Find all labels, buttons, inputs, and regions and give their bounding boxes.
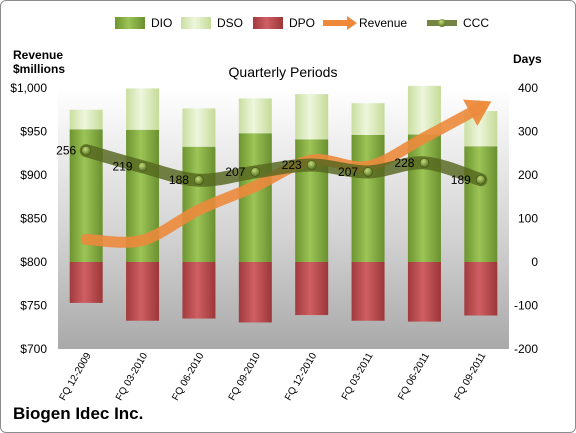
left-tick-label: $850 <box>20 212 47 226</box>
dpo-bar <box>238 262 272 323</box>
x-tick-label: FQ 03-2010 <box>114 351 150 403</box>
ccc-data-label: 207 <box>225 165 245 179</box>
dpo-bar <box>69 262 103 303</box>
ccc-marker <box>476 174 486 185</box>
ccc-series: 256 219 188 207 223 207 228 189 <box>56 144 488 187</box>
left-axis-label-line2: $millions <box>13 62 65 76</box>
dso-bar <box>238 98 272 134</box>
dio-bar <box>464 146 498 262</box>
legend: DIO DSO DPO Revenue CCC <box>115 16 489 30</box>
left-tick-label: $700 <box>20 342 47 356</box>
dpo-bar <box>464 262 498 316</box>
ccc-marker <box>194 175 204 186</box>
ccc-marker <box>419 158 430 168</box>
dso-bar <box>182 108 216 147</box>
left-tick-label: $950 <box>20 125 47 139</box>
x-axis: FQ 12-2009 FQ 03-2010 FQ 06-2010 FQ 09-2010… <box>58 351 489 403</box>
dso-bar <box>295 94 329 140</box>
dpo-bar <box>126 262 160 321</box>
right-tick-label: 200 <box>518 168 538 182</box>
legend-label-dso: DSO <box>217 16 243 30</box>
ccc-data-label: 228 <box>394 156 414 170</box>
left-tick-label: $800 <box>20 255 47 269</box>
left-tick-label: $1,000 <box>10 81 47 95</box>
x-tick-label: FQ 06-2010 <box>170 351 206 403</box>
right-tick-label: -100 <box>514 299 538 313</box>
x-tick-label: FQ 09-2011 <box>453 351 489 402</box>
ccc-marker <box>306 160 317 170</box>
right-axis: -200 -100 0 100 200 300 400 <box>514 81 538 356</box>
right-tick-label: 300 <box>518 125 538 139</box>
legend-label-dpo: DPO <box>289 16 315 30</box>
company-name: Biogen Idec Inc. <box>13 404 144 423</box>
dpo-bar <box>295 262 329 316</box>
ccc-marker <box>137 161 148 172</box>
left-tick-label: $900 <box>20 168 47 182</box>
x-tick-label: FQ 06-2011 <box>396 351 432 402</box>
dio-bar <box>351 134 385 262</box>
ccc-marker <box>363 167 373 177</box>
dpo-bar <box>351 262 385 321</box>
legend-label-ccc: CCC <box>463 16 489 30</box>
ccc-data-label: 188 <box>169 173 189 187</box>
ccc-data-label: 256 <box>56 144 76 158</box>
ccc-data-label: 189 <box>451 173 471 187</box>
right-tick-label: 400 <box>518 81 538 95</box>
x-tick-label: FQ 12-2010 <box>283 351 319 403</box>
ccc-marker <box>250 167 261 177</box>
left-axis-label-line1: Revenue <box>13 48 63 62</box>
dso-bar <box>126 88 160 130</box>
ccc-data-label: 223 <box>282 158 302 172</box>
right-tick-label: 0 <box>531 255 538 269</box>
legend-label-revenue: Revenue <box>359 16 407 30</box>
legend-label-dio: DIO <box>151 16 172 30</box>
legend-swatch-dio <box>115 17 145 29</box>
right-tick-label: 100 <box>518 212 538 226</box>
dso-bar <box>351 103 385 135</box>
ccc-data-label: 207 <box>338 165 358 179</box>
chart-title: Quarterly Periods <box>229 64 338 80</box>
x-tick-label: FQ 03-2011 <box>340 351 376 402</box>
revenue-arrowhead <box>463 99 492 127</box>
left-axis: $700 $750 $800 $850 $900 $950 $1,000 <box>10 81 47 356</box>
dio-bar <box>238 133 272 262</box>
dso-bar <box>69 109 103 130</box>
x-tick-label: FQ 09-2010 <box>227 351 263 403</box>
bars <box>69 85 498 323</box>
ccc-data-label: 219 <box>113 160 133 174</box>
right-tick-label: -200 <box>514 342 538 356</box>
left-tick-label: $750 <box>20 299 47 313</box>
ccc-marker <box>81 145 91 156</box>
legend-marker-ccc <box>438 19 446 27</box>
legend-swatch-dso <box>181 17 211 29</box>
x-tick-label: FQ 12-2009 <box>58 351 94 403</box>
legend-swatch-dpo <box>253 17 283 29</box>
dio-bar <box>407 134 441 262</box>
right-axis-label: Days <box>513 52 542 66</box>
dpo-bar <box>407 262 441 322</box>
legend-arrow-revenue <box>347 16 357 30</box>
dpo-bar <box>182 262 216 319</box>
